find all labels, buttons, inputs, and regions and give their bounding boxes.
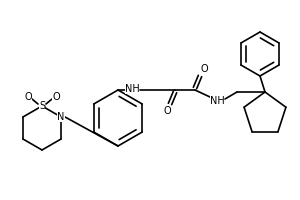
Text: O: O xyxy=(24,92,32,102)
Text: N: N xyxy=(57,112,65,122)
Text: S: S xyxy=(39,101,45,111)
Text: O: O xyxy=(200,64,208,74)
Text: NH: NH xyxy=(210,96,224,106)
Text: NH: NH xyxy=(124,84,140,94)
Text: O: O xyxy=(52,92,60,102)
Text: O: O xyxy=(163,106,171,116)
